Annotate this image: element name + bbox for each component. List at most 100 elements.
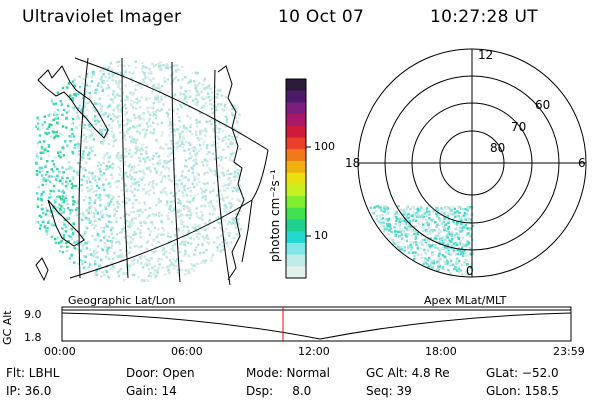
auroral-dot [134,145,138,148]
auroral-dot [400,237,404,240]
auroral-dot [155,152,158,155]
auroral-dot [77,92,80,96]
door-status: Door: Open [126,366,195,380]
auroral-dot [140,245,143,248]
auroral-dot [216,247,219,250]
auroral-dot [448,240,452,243]
auroral-dot [435,240,438,243]
auroral-dot [94,123,98,126]
auroral-dot [112,134,116,138]
auroral-dot [151,223,154,226]
auroral-dot [152,251,156,254]
auroral-dot [388,223,391,226]
auroral-dot [121,175,124,178]
auroral-dot [227,138,230,141]
auroral-dot [157,232,160,236]
auroral-dot [219,155,222,158]
auroral-dot [155,110,158,113]
auroral-dot [196,84,200,87]
auroral-dot [231,159,234,163]
auroral-dot [52,127,56,130]
auroral-dot [430,229,434,232]
auroral-dot [41,220,44,224]
auroral-dot [129,221,133,224]
auroral-dot [183,164,187,168]
auroral-dot [83,231,87,234]
auroral-dot [445,235,449,238]
auroral-dot [437,208,440,212]
auroral-dot [121,200,125,203]
auroral-dot [162,233,165,236]
auroral-dot [458,243,461,246]
auroral-dot [414,251,417,254]
auroral-dot [76,201,79,205]
auroral-dot [443,260,446,263]
auroral-dot [84,216,88,220]
auroral-dot [70,253,73,257]
auroral-dot [137,100,140,103]
auroral-dot [103,66,107,70]
auroral-dot [212,141,215,144]
auroral-dot [56,151,60,154]
auroral-dot [42,179,46,182]
auroral-dot [202,142,205,146]
auroral-dot [467,218,471,222]
auroral-dot [109,98,113,101]
auroral-dot [196,215,199,218]
auroral-dot [207,92,210,95]
auroral-dot [133,126,136,129]
auroral-dot [182,126,186,130]
auroral-dot [232,151,235,155]
auroral-dot [99,128,102,131]
auroral-dot [200,261,203,264]
auroral-dot [107,246,111,249]
auroral-dot [58,195,62,199]
auroral-dot [193,178,196,181]
auroral-dot [61,86,65,90]
auroral-dot [395,210,398,214]
auroral-dot [190,263,193,266]
auroral-dot [112,136,116,139]
auroral-dot [467,272,470,275]
auroral-dot [209,200,212,203]
auroral-dot [138,215,141,218]
auroral-dot [126,121,129,124]
auroral-dot [72,203,75,206]
auroral-dot [199,251,202,255]
auroral-dot [136,188,140,192]
auroral-dot [140,96,143,99]
auroral-dot [131,273,135,277]
colorbar-step [286,172,306,185]
auroral-dot [88,157,91,160]
auroral-dot [414,241,418,244]
auroral-dot [169,247,172,251]
auroral-dot [48,180,52,183]
auroral-dot [428,247,431,250]
auroral-dot [216,89,220,92]
auroral-dot [207,201,210,205]
auroral-dot [222,230,226,233]
auroral-dot [99,266,102,269]
auroral-dot [96,232,100,235]
auroral-dot [439,258,442,261]
auroral-dot [117,82,121,85]
auroral-dot [215,217,218,220]
auroral-dot [427,223,430,227]
auroral-dot [120,108,123,111]
auroral-dot [44,179,48,183]
auroral-dot [100,174,103,177]
auroral-dot [438,217,441,220]
auroral-dot [462,251,465,255]
auroral-dot [398,241,402,244]
auroral-dot [123,134,126,137]
auroral-dot [162,63,165,67]
auroral-dot [201,242,204,245]
auroral-dot [148,158,151,162]
auroral-dot [95,251,99,254]
auroral-dot [41,203,44,206]
auroral-dot [131,72,134,75]
auroral-dot [123,160,127,164]
auroral-dot [410,225,413,228]
